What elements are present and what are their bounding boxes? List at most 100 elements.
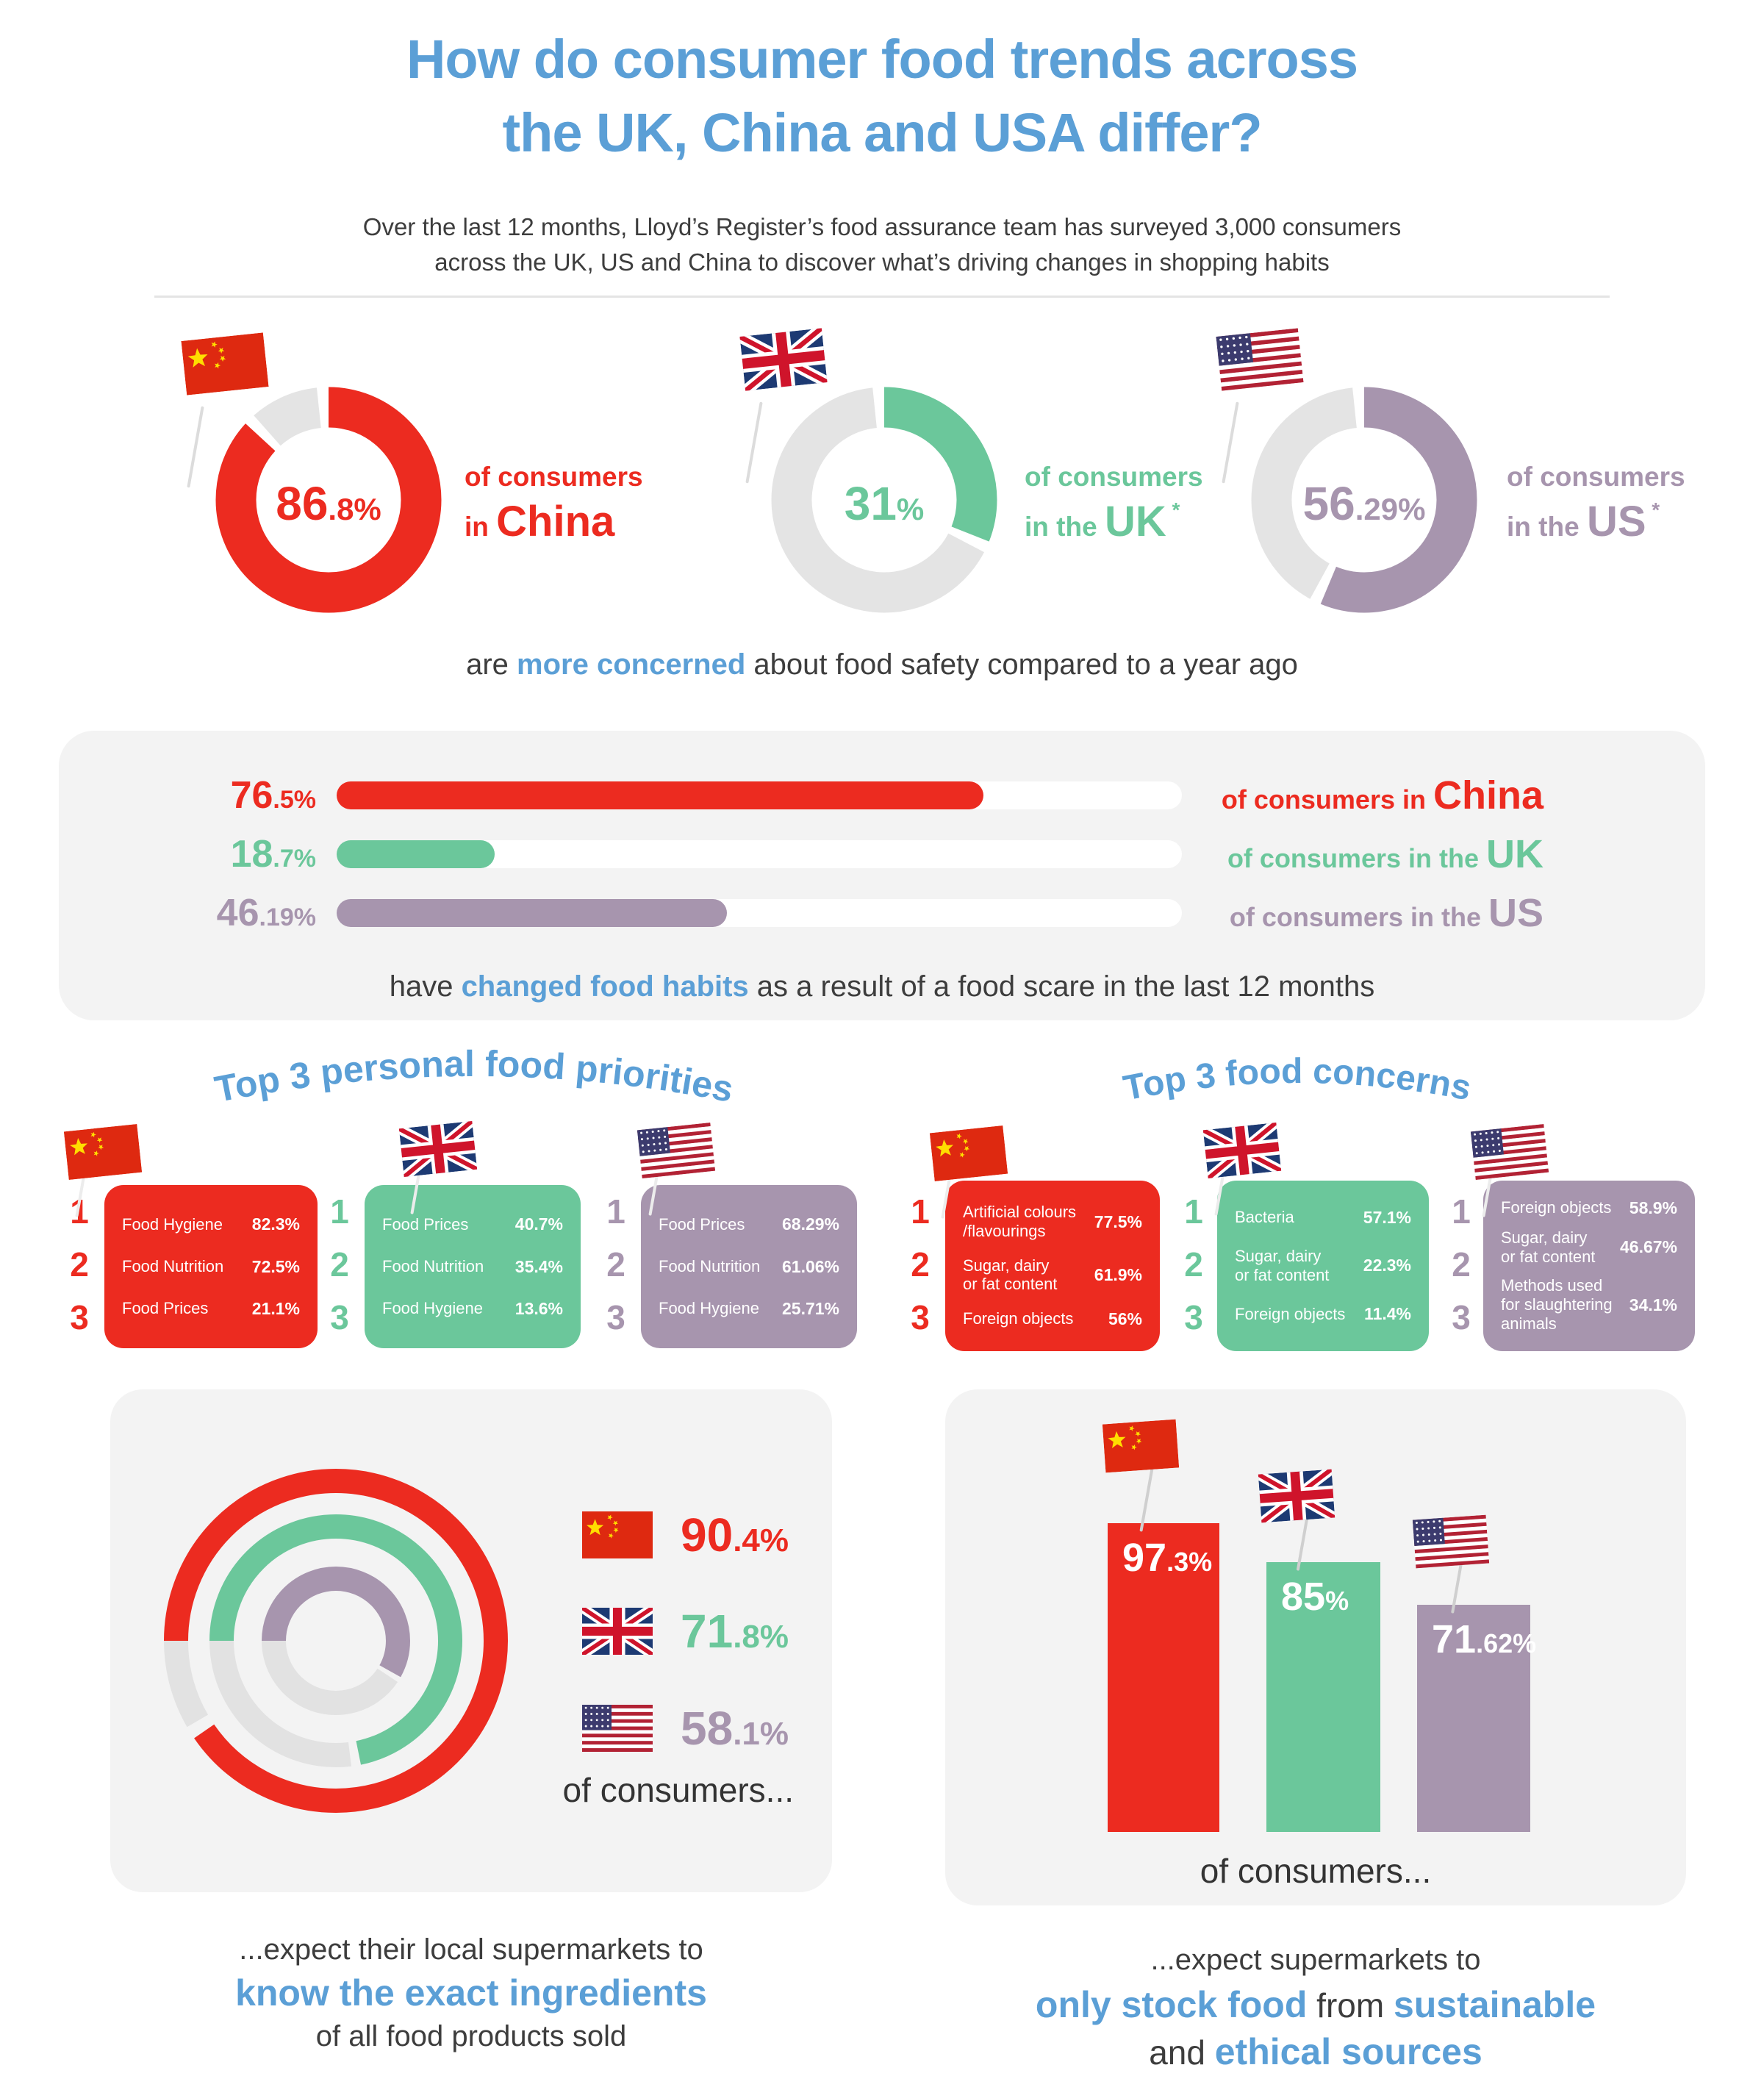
item-label: Sugar, dairy or fat content xyxy=(1501,1228,1596,1266)
caption-segment: only stock food xyxy=(1035,1984,1308,2025)
item-label: Methods used for slaughtering animals xyxy=(1501,1276,1613,1334)
item-value: 34.1% xyxy=(1629,1295,1677,1314)
concerns-us-row2: Sugar, dairy or fat content 46.67% xyxy=(1501,1228,1677,1267)
ingredients-legend-china-cn-flag-icon xyxy=(582,1511,653,1558)
priorities-us-row3: Food Hygiene 25.71% xyxy=(659,1299,839,1319)
asterisk: * xyxy=(1646,498,1660,521)
label-country: China xyxy=(1433,773,1544,817)
us-sustainable-us-flag-icon xyxy=(1412,1514,1490,1569)
item-value: 68.29% xyxy=(781,1214,839,1234)
priorities-uk-rank-2: 2 xyxy=(330,1245,349,1284)
value-main: 71 xyxy=(1432,1617,1477,1661)
priorities-uk-uk-flag-icon xyxy=(398,1120,478,1178)
item-value: 13.6% xyxy=(514,1298,563,1318)
label-country: UK xyxy=(1486,832,1544,876)
china-donut-flagpole xyxy=(187,406,204,488)
subtitle-line1: Over the last 12 months, Lloyd’s Registe… xyxy=(362,213,1402,240)
priorities-us-row1: Food Prices 68.29% xyxy=(659,1214,839,1234)
item-value: 25.71% xyxy=(781,1298,839,1318)
label-small: of consumers in the xyxy=(1227,843,1486,873)
value-sub: .3% xyxy=(1166,1547,1213,1577)
item-value: 61.9% xyxy=(1094,1264,1142,1284)
item-label: Food Prices xyxy=(122,1299,209,1318)
priorities-uk-rank-1: 1 xyxy=(330,1192,349,1231)
caption-segment: ...expect their local supermarkets to xyxy=(239,1933,703,1966)
concerns-china-rank-2: 2 xyxy=(911,1245,930,1284)
label-line1: of consumers xyxy=(465,462,643,492)
subtitle-line2: across the UK, US and China to discover … xyxy=(434,248,1330,276)
value-sub: % xyxy=(896,492,925,526)
item-value: 11.4% xyxy=(1364,1304,1411,1324)
concerns-china-rank-3: 3 xyxy=(911,1298,930,1336)
caption-segment: are xyxy=(466,648,517,681)
item-label: Food Nutrition xyxy=(122,1257,224,1276)
us-scare-label: of consumers in the US xyxy=(1205,887,1544,939)
priorities-us-row2: Food Nutrition 61.06% xyxy=(659,1257,839,1277)
china-donut-label: of consumers in China xyxy=(465,462,643,546)
priorities-china-row1: Food Hygiene 82.3% xyxy=(122,1214,300,1234)
china-sustainable-value: 97.3% xyxy=(1108,1523,1219,1581)
caption-segment: as a result of a food scare in the last … xyxy=(748,970,1375,1003)
value-main: 86 xyxy=(276,477,329,530)
concerns-us-rank-1: 1 xyxy=(1452,1192,1471,1231)
uk-sustainable-bar: 85% xyxy=(1266,1562,1380,1832)
us-scare-percent: 46.19% xyxy=(103,889,316,937)
priorities-china-row3: Food Prices 21.1% xyxy=(122,1299,300,1319)
value-sub: .8% xyxy=(328,492,381,526)
value-main: 90 xyxy=(681,1508,734,1561)
us-donut-flagpole xyxy=(1222,401,1239,484)
item-value: 40.7% xyxy=(514,1214,563,1234)
caption-segment: changed food habits xyxy=(461,970,749,1003)
label-country: US xyxy=(1488,891,1544,935)
concerns-uk-rank-2: 2 xyxy=(1184,1245,1203,1284)
item-value: 77.5% xyxy=(1094,1211,1142,1231)
item-label: Sugar, dairy or fat content xyxy=(1235,1247,1330,1284)
item-value: 82.3% xyxy=(251,1214,300,1234)
concerns-uk-uk-flag-icon xyxy=(1202,1122,1282,1179)
label-line2-pre: in xyxy=(465,511,497,542)
value-sub: .5% xyxy=(273,786,316,814)
ingredients-legend-us-us-flag-icon xyxy=(582,1705,653,1752)
priorities-china-rank-3: 3 xyxy=(70,1298,89,1336)
priorities-uk-card: Food Prices 40.7% Food Nutrition 35.4% Food … xyxy=(365,1185,581,1348)
priorities-uk-rank-3: 3 xyxy=(330,1298,349,1336)
china-scare-percent: 76.5% xyxy=(103,771,316,820)
uk-scare-label: of consumers in the UK xyxy=(1205,828,1544,881)
caption-segment: from xyxy=(1307,1986,1394,2025)
concerns-china-rank-1: 1 xyxy=(911,1192,930,1231)
concerns-china-row2: Sugar, dairy or fat content 61.9% xyxy=(963,1256,1142,1295)
value-sub: .7% xyxy=(273,845,316,873)
label-line1: of consumers xyxy=(1507,462,1685,492)
label-line2: in the US * xyxy=(1507,498,1685,547)
china-scare-bar-fill xyxy=(337,781,983,809)
item-label: Food Hygiene xyxy=(382,1299,483,1318)
caption-segment: know the exact ingredients xyxy=(235,1972,707,2014)
us-donut-label: of consumers in the US * xyxy=(1507,462,1685,546)
item-label: Foreign objects xyxy=(963,1309,1074,1328)
item-value: 57.1% xyxy=(1363,1207,1411,1227)
priorities-china-row2: Food Nutrition 72.5% xyxy=(122,1257,300,1277)
food-scare-caption: have changed food habits as a result of … xyxy=(0,970,1764,1003)
item-value: 56% xyxy=(1108,1309,1142,1328)
caption-segment: and xyxy=(1149,2033,1215,2072)
concerns-uk-rank-3: 3 xyxy=(1184,1298,1203,1336)
label-line2-country: US xyxy=(1586,497,1646,545)
priorities-us-rank-3: 3 xyxy=(606,1298,625,1336)
concerns-uk-row2: Sugar, dairy or fat content 22.3% xyxy=(1235,1247,1411,1285)
uk-donut-flagpole xyxy=(745,401,763,484)
page-title-line1: How do consumer food trends across xyxy=(406,29,1358,90)
value-main: 18 xyxy=(230,833,273,876)
value-sub: .4% xyxy=(733,1522,789,1558)
concerns-china-row1: Artificial colours /flavourings 77.5% xyxy=(963,1203,1142,1241)
item-label: Food Hygiene xyxy=(659,1299,759,1318)
item-label: Food Nutrition xyxy=(382,1257,484,1276)
value-sub: .19% xyxy=(259,903,317,931)
us-scare-track xyxy=(337,899,1182,927)
china-sustainable-cn-flag-icon xyxy=(1102,1419,1180,1473)
svg-text:Top 3 food concerns: Top 3 food concerns xyxy=(1120,1052,1474,1109)
label-line2: in the UK * xyxy=(1025,498,1203,547)
priorities-us-us-flag-icon xyxy=(637,1122,716,1179)
priorities-uk-row3: Food Hygiene 13.6% xyxy=(382,1299,563,1319)
value-main: 71 xyxy=(681,1605,734,1658)
